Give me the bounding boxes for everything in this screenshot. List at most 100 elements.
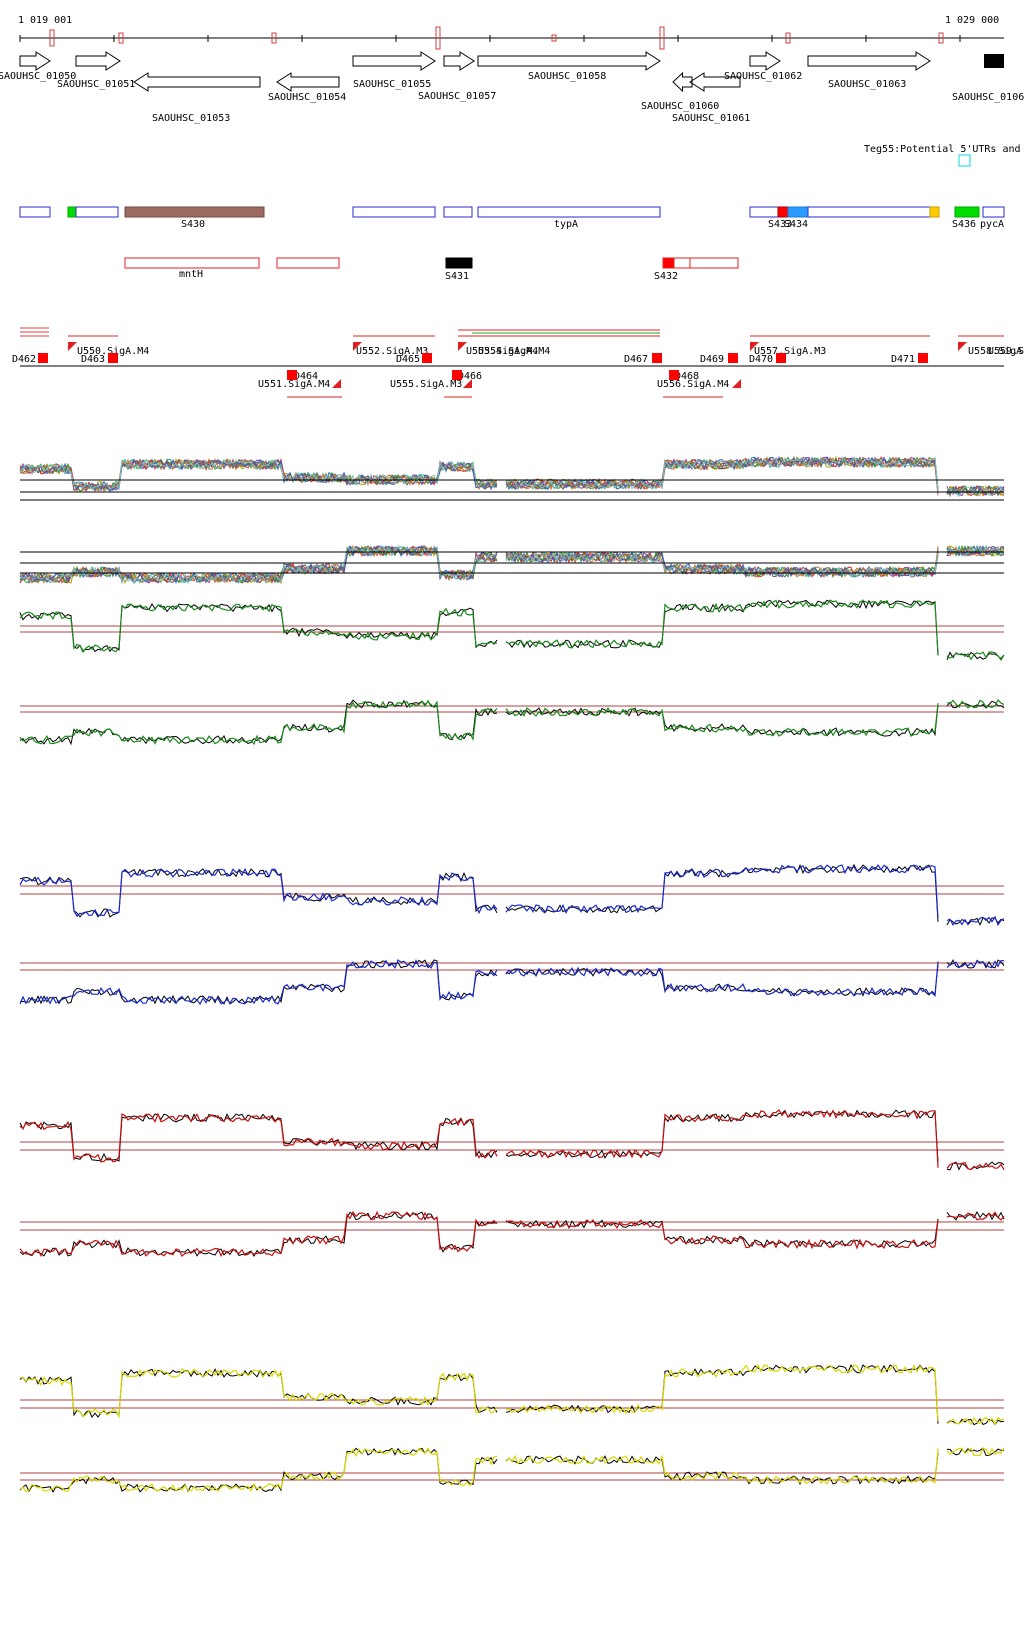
terminator-box bbox=[287, 370, 297, 380]
segment-box bbox=[954, 206, 980, 218]
antisense-label[interactable]: S431 bbox=[445, 271, 469, 282]
segment-box bbox=[929, 206, 940, 218]
gene-arrow bbox=[133, 72, 261, 92]
segment-label[interactable]: S434 bbox=[784, 219, 808, 230]
ruler-marker bbox=[49, 29, 55, 47]
segment-box bbox=[807, 206, 931, 218]
gene-label[interactable]: SAOUHSC_01054 bbox=[268, 92, 346, 103]
segment-box bbox=[443, 206, 473, 218]
terminator-label[interactable]: D466 bbox=[458, 371, 482, 382]
antisense-box bbox=[689, 257, 739, 269]
promoter-terminator-track: U550.SigA.M4 U552.SigA.M3 U553.SigA.M4 U… bbox=[12, 327, 1024, 398]
signal-trace bbox=[19, 698, 1005, 746]
gene-label[interactable]: SAOUHSC_01057 bbox=[418, 91, 496, 102]
ruler-marker bbox=[435, 26, 441, 50]
promoter-label[interactable]: U557.SigA.M3 bbox=[754, 346, 826, 357]
gene-label[interactable]: SAOUHSC_01055 bbox=[353, 79, 431, 90]
teg55-feature[interactable] bbox=[958, 154, 971, 167]
terminator-label[interactable]: D470 bbox=[749, 354, 773, 365]
terminator-label[interactable]: D467 bbox=[624, 354, 648, 365]
terminator-label[interactable]: D465 bbox=[396, 354, 420, 365]
signal-trace bbox=[19, 1210, 1005, 1258]
segment-box bbox=[124, 206, 265, 218]
gene-block bbox=[984, 54, 1004, 68]
ruler-marker bbox=[938, 32, 944, 44]
gene-label[interactable]: SAOUHSC_01050 bbox=[0, 71, 76, 82]
antisense-box bbox=[124, 257, 260, 269]
terminator-box bbox=[422, 353, 432, 363]
terminator-box bbox=[108, 353, 118, 363]
signal-trace bbox=[19, 864, 1005, 927]
promoter-flag bbox=[332, 379, 341, 388]
promoter-label[interactable]: U558.SigA bbox=[968, 346, 1022, 357]
promoter-flag bbox=[958, 342, 967, 351]
terminator-label[interactable]: D464 bbox=[294, 371, 318, 382]
promoter-flag bbox=[458, 342, 467, 351]
promoter-label[interactable]: U554.SigA.M4 bbox=[478, 346, 550, 357]
promoter-label[interactable]: U553.SigA.M4 bbox=[466, 346, 538, 357]
terminator-label[interactable]: D469 bbox=[700, 354, 724, 365]
promoter-label[interactable]: U556.SigA.M4 bbox=[657, 379, 729, 390]
reference-trace bbox=[19, 1210, 1005, 1257]
gene-label[interactable]: SAOUHSC_01051 bbox=[57, 79, 135, 90]
signal-trace bbox=[19, 1109, 1005, 1171]
promoter-label[interactable]: U552.SigA.M3 bbox=[356, 346, 428, 357]
signal-trace bbox=[19, 1447, 1005, 1493]
terminator-box bbox=[652, 353, 662, 363]
gene-arrow bbox=[807, 51, 931, 71]
gene-arrow bbox=[672, 71, 693, 93]
coord-end-label: 1 029 000 bbox=[945, 15, 999, 26]
terminator-label[interactable]: D468 bbox=[675, 371, 699, 382]
segment-label[interactable]: S430 bbox=[181, 219, 205, 230]
promoter-label[interactable]: U551.SigA.M4 bbox=[258, 379, 330, 390]
gene-label[interactable]: SAOUHSC_01062 bbox=[724, 71, 802, 82]
terminator-box bbox=[776, 353, 786, 363]
gene-arrow bbox=[689, 72, 741, 92]
segment-box bbox=[749, 206, 779, 218]
ruler-marker bbox=[551, 34, 557, 42]
segment-box bbox=[19, 206, 51, 218]
promoter-flag bbox=[750, 342, 759, 351]
signal-trace bbox=[19, 959, 1005, 1006]
promoter-label[interactable]: U555.SigA.M3 bbox=[390, 379, 462, 390]
terminator-label[interactable]: D471 bbox=[891, 354, 915, 365]
reference-trace bbox=[19, 863, 1005, 927]
antisense-label[interactable]: mntH bbox=[179, 269, 203, 280]
promoter-label[interactable]: U559.SigA bbox=[988, 346, 1024, 357]
terminator-box bbox=[452, 370, 462, 380]
coord-start-label: 1 019 001 bbox=[18, 15, 72, 26]
terminator-box bbox=[669, 370, 679, 380]
terminator-box bbox=[38, 353, 48, 363]
segment-box bbox=[67, 206, 77, 218]
signal-trace bbox=[19, 599, 1005, 661]
segment-box bbox=[777, 206, 789, 218]
reference-trace bbox=[19, 1364, 1005, 1426]
segment-track: S430 typA S433 S434 S436 pycA bbox=[19, 206, 1005, 230]
segment-label[interactable]: pycA bbox=[980, 219, 1004, 230]
gene-label[interactable]: SAOUHSC_01063 bbox=[828, 79, 906, 90]
terminator-label[interactable]: D462 bbox=[12, 354, 36, 365]
ruler-marker bbox=[118, 32, 124, 44]
gene-track: SAOUHSC_01050 SAOUHSC_01051 SAOUHSC_0105… bbox=[0, 51, 1024, 124]
gene-arrow bbox=[477, 51, 661, 71]
segment-label[interactable]: S436 bbox=[952, 219, 976, 230]
reference-trace bbox=[19, 1447, 1005, 1493]
segment-label[interactable]: S433 bbox=[768, 219, 792, 230]
gene-arrow bbox=[749, 51, 781, 71]
gene-label[interactable]: SAOUHSC_01061 bbox=[672, 113, 750, 124]
gene-label[interactable]: SAOUHSC_01060 bbox=[641, 101, 719, 112]
gene-label[interactable]: SAOUHSC_01053 bbox=[152, 113, 230, 124]
terminator-label[interactable]: D463 bbox=[81, 354, 105, 365]
antisense-box bbox=[673, 257, 691, 269]
promoter-flag bbox=[68, 342, 77, 351]
segment-box bbox=[787, 206, 809, 218]
segment-label[interactable]: typA bbox=[554, 219, 578, 230]
antisense-box bbox=[662, 257, 675, 269]
antisense-label[interactable]: S432 bbox=[654, 271, 678, 282]
gene-label[interactable]: SAOUHSC_0106 bbox=[952, 92, 1024, 103]
gene-label[interactable]: SAOUHSC_01058 bbox=[528, 71, 606, 82]
promoter-label[interactable]: U550.SigA.M4 bbox=[77, 346, 149, 357]
gene-arrow bbox=[276, 72, 340, 92]
promoter-flag bbox=[732, 379, 741, 388]
